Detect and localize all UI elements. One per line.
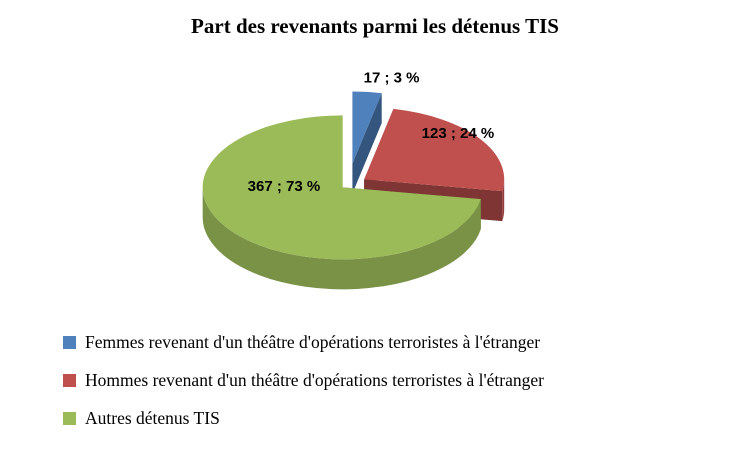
pie-slice-top: [202, 115, 481, 260]
pie-data-label: 123 ; 24 %: [422, 125, 495, 142]
legend-label: Hommes revenant d'un théâtre d'opération…: [85, 370, 544, 390]
pie-slice-wall: [202, 187, 481, 290]
pie-slice-top: [364, 108, 505, 192]
legend-label: Femmes revenant d'un théâtre d'opération…: [85, 332, 541, 352]
pie-data-label: 367 ; 73 %: [248, 178, 321, 195]
pie-slice-wall: [502, 179, 505, 222]
legend-item: Hommes revenant d'un théâtre d'opération…: [63, 369, 544, 391]
pie-data-label: 17 ; 3 %: [364, 69, 420, 86]
legend-swatch: [63, 373, 76, 387]
pie-chart: 17 ; 3 % 123 ; 24 % 367 ; 73 %: [202, 69, 505, 290]
legend-item: Femmes revenant d'un théâtre d'opération…: [63, 331, 544, 353]
chart-legend: Femmes revenant d'un théâtre d'opération…: [63, 331, 544, 429]
legend-item: Autres détenus TIS: [63, 407, 544, 429]
chart-title: Part des revenants parmi les détenus TIS: [191, 14, 559, 38]
legend-swatch: [63, 411, 76, 425]
legend-swatch: [63, 335, 76, 349]
pie-slice-side: [352, 93, 382, 194]
pie-slice-top: [352, 91, 382, 164]
legend-label: Autres détenus TIS: [85, 408, 220, 428]
